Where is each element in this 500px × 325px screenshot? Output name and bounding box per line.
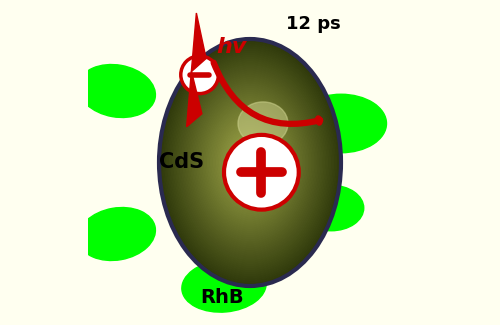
Text: RhB: RhB <box>200 288 244 307</box>
Polygon shape <box>186 13 206 127</box>
Ellipse shape <box>160 41 340 284</box>
Ellipse shape <box>246 156 254 169</box>
Ellipse shape <box>208 105 292 220</box>
Ellipse shape <box>78 208 156 260</box>
Ellipse shape <box>166 49 334 276</box>
Ellipse shape <box>242 152 258 173</box>
Circle shape <box>224 135 299 210</box>
Ellipse shape <box>180 68 320 257</box>
Ellipse shape <box>196 88 304 237</box>
Ellipse shape <box>240 148 260 177</box>
Ellipse shape <box>185 74 315 251</box>
Ellipse shape <box>174 59 326 266</box>
Ellipse shape <box>78 65 156 117</box>
Ellipse shape <box>171 56 329 269</box>
Ellipse shape <box>170 53 330 272</box>
Ellipse shape <box>206 103 294 222</box>
Ellipse shape <box>238 146 262 179</box>
Ellipse shape <box>182 70 318 255</box>
Ellipse shape <box>226 130 274 195</box>
Ellipse shape <box>248 161 252 164</box>
Ellipse shape <box>220 121 280 204</box>
Ellipse shape <box>186 76 314 249</box>
Ellipse shape <box>247 158 253 167</box>
Ellipse shape <box>299 185 364 231</box>
Ellipse shape <box>244 154 256 171</box>
Ellipse shape <box>212 111 288 214</box>
Ellipse shape <box>194 86 306 239</box>
Ellipse shape <box>215 115 285 210</box>
Ellipse shape <box>218 119 282 206</box>
Ellipse shape <box>178 66 322 259</box>
Ellipse shape <box>209 107 291 218</box>
Ellipse shape <box>159 39 341 286</box>
Ellipse shape <box>221 124 279 202</box>
Ellipse shape <box>188 78 312 247</box>
Ellipse shape <box>238 102 288 145</box>
FancyArrowPatch shape <box>214 63 320 124</box>
Ellipse shape <box>200 95 300 230</box>
Ellipse shape <box>164 45 336 280</box>
Ellipse shape <box>202 97 298 228</box>
Ellipse shape <box>241 150 259 175</box>
Ellipse shape <box>197 90 303 235</box>
Ellipse shape <box>191 82 309 243</box>
Ellipse shape <box>184 72 316 253</box>
Ellipse shape <box>176 62 324 263</box>
Ellipse shape <box>204 101 296 224</box>
Ellipse shape <box>224 127 276 198</box>
Ellipse shape <box>165 47 335 278</box>
Ellipse shape <box>182 260 266 312</box>
Ellipse shape <box>222 125 278 200</box>
Ellipse shape <box>216 117 284 208</box>
Ellipse shape <box>236 144 264 181</box>
Text: hv: hv <box>216 37 246 57</box>
Ellipse shape <box>203 99 297 226</box>
Ellipse shape <box>234 140 266 185</box>
Ellipse shape <box>172 58 328 267</box>
Ellipse shape <box>296 94 386 153</box>
Text: CdS: CdS <box>159 152 204 173</box>
Ellipse shape <box>235 142 265 183</box>
Ellipse shape <box>168 51 332 274</box>
Ellipse shape <box>230 136 270 189</box>
Ellipse shape <box>162 43 338 282</box>
Text: 12 ps: 12 ps <box>286 15 341 33</box>
Ellipse shape <box>192 84 308 241</box>
Ellipse shape <box>198 93 302 232</box>
Ellipse shape <box>232 138 268 187</box>
Ellipse shape <box>214 113 286 212</box>
Ellipse shape <box>177 64 323 261</box>
Ellipse shape <box>229 134 271 191</box>
Ellipse shape <box>210 109 290 216</box>
Ellipse shape <box>227 132 273 193</box>
Circle shape <box>181 56 218 94</box>
Ellipse shape <box>190 80 310 245</box>
